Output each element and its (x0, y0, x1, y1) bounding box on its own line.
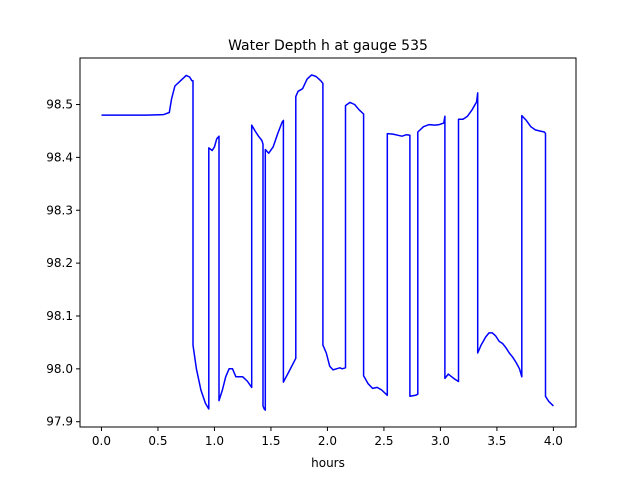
x-tick-label: 3.5 (487, 434, 506, 448)
x-tick-label: 3.0 (431, 434, 450, 448)
y-tick-label: 98.1 (46, 309, 73, 323)
plot-area (101, 74, 554, 411)
series-line-0 (101, 74, 554, 411)
axis-ticks: 0.0 0.5 1.0 1.5 2.0 2.5 3.0 3.5 4.0 97.9 98.0 98.1 9… (46, 98, 563, 448)
x-tick-label: 0.5 (148, 434, 167, 448)
y-tick-label: 98.5 (46, 98, 73, 112)
y-tick-label: 98.0 (46, 362, 73, 376)
y-tick-label: 98.2 (46, 256, 73, 270)
x-tick-label: 1.5 (261, 434, 280, 448)
y-tick-label: 98.3 (46, 203, 73, 217)
plot-frame (79, 57, 577, 428)
x-tick-label: 1.0 (205, 434, 224, 448)
x-tick-label: 2.5 (374, 434, 393, 448)
chart-title: Water Depth h at gauge 535 (228, 38, 428, 54)
x-tick-label: 4.0 (544, 434, 563, 448)
x-tick-label: 0.0 (92, 434, 111, 448)
y-tick-label: 98.4 (46, 150, 73, 164)
x-tick-label: 2.0 (318, 434, 337, 448)
x-axis-label: hours (311, 456, 345, 470)
y-tick-label: 97.9 (46, 415, 73, 429)
